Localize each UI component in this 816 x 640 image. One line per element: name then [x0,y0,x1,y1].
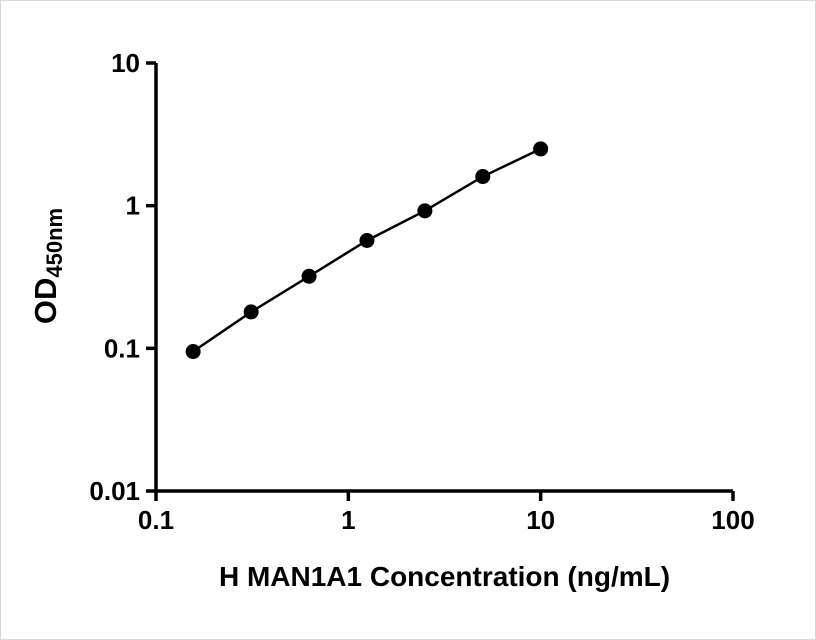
y-axis-label: OD450nm [28,208,68,324]
data-point [359,232,375,248]
x-tick-label: 100 [711,505,754,535]
y-axis-label-subscript: 450nm [42,207,67,278]
data-point [185,344,201,360]
axis-spines [154,63,733,493]
x-axis-label: H MAN1A1 Concentration (ng/mL) [218,561,671,592]
data-point [533,141,549,157]
y-axis-label-main: OD [28,277,63,325]
data-point [301,268,317,284]
data-point [475,169,491,185]
x-tick-label: 10 [526,505,555,535]
y-tick-label: 1 [126,191,140,221]
x-tick-label: 1 [341,505,355,535]
y-tick-label: 0.01 [89,476,140,506]
y-tick-label: 10 [111,48,140,78]
x-tick-label: 0.1 [138,505,174,535]
data-point [417,203,433,219]
data-point [243,304,259,320]
y-tick-label: 0.1 [104,333,140,363]
